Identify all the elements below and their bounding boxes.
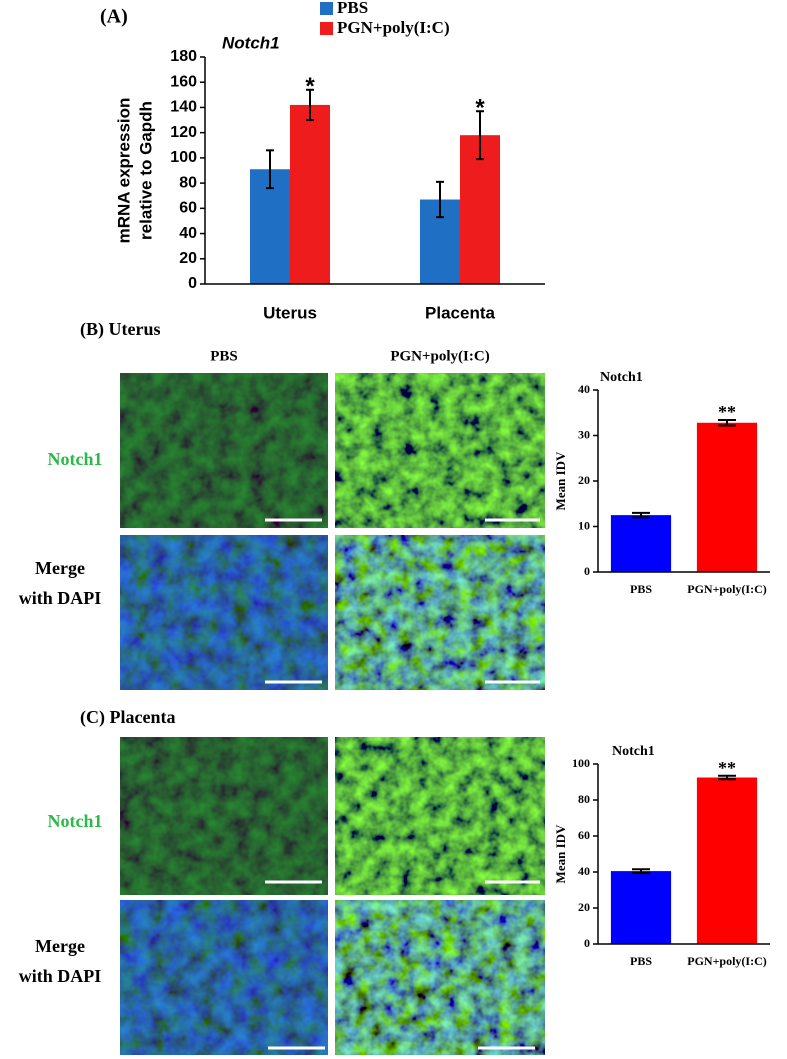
row-label: Notch1 — [48, 449, 103, 469]
panel-label: (C) Placenta — [80, 707, 175, 728]
y-tick-label: 180 — [170, 48, 197, 65]
row-label: Merge — [35, 558, 85, 578]
y-tick-label: 0 — [188, 275, 197, 292]
y-tick-label: 20 — [578, 900, 590, 914]
y-axis-label: Mean IDV — [553, 824, 568, 883]
micrographs-uterus — [120, 373, 545, 690]
significance: * — [305, 73, 315, 100]
row-label: with DAPI — [19, 966, 102, 986]
micrograph — [335, 737, 545, 895]
legend-label: PGN+poly(I:C) — [337, 18, 450, 37]
y-tick-label: 40 — [179, 225, 197, 242]
y-tick-label: 120 — [170, 124, 197, 141]
x-tick-label: PGN+poly(I:C) — [687, 954, 767, 968]
legend-swatch — [320, 22, 333, 35]
column-label: PGN+poly(I:C) — [390, 348, 489, 364]
chart-title: Notch1 — [600, 370, 643, 385]
x-tick-label: Placenta — [425, 303, 495, 322]
micrograph — [120, 535, 328, 690]
y-tick-label: 20 — [578, 473, 590, 487]
y-tick-label: 160 — [170, 73, 197, 90]
row-label: Notch1 — [48, 811, 103, 831]
y-tick-label: 80 — [179, 174, 197, 191]
row-label: Merge — [35, 936, 85, 956]
y-tick-label: 40 — [578, 864, 590, 878]
y-tick-label: 40 — [578, 382, 590, 396]
chart-title: Notch1 — [222, 33, 280, 52]
legend-label: PBS — [337, 0, 368, 17]
micrographs-placenta — [120, 737, 545, 1055]
y-tick-label: 60 — [179, 200, 197, 217]
column-label: PBS — [210, 348, 238, 364]
bar — [696, 777, 758, 944]
y-axis-label: relative to Gapdh — [136, 101, 155, 240]
bar — [610, 515, 672, 572]
y-tick-label: 0 — [584, 564, 590, 578]
legend-swatch — [320, 2, 333, 15]
x-tick-label: PGN+poly(I:C) — [687, 582, 767, 596]
micrograph — [120, 900, 328, 1055]
micrograph — [120, 373, 328, 528]
y-axis-label: mRNA expression — [114, 98, 133, 244]
chart-title: Notch1 — [612, 744, 655, 759]
panel-label: (B) Uterus — [80, 319, 160, 340]
y-tick-label: 20 — [179, 250, 197, 267]
y-tick-label: 60 — [578, 828, 590, 842]
micrograph — [120, 737, 328, 895]
micrograph — [335, 900, 545, 1055]
significance: * — [475, 95, 485, 122]
panel-label: (A) — [100, 6, 128, 28]
significance: ** — [718, 758, 736, 778]
x-tick-label: Uterus — [263, 303, 317, 322]
x-tick-label: PBS — [630, 582, 652, 596]
y-tick-label: 100 — [170, 149, 197, 166]
micrograph — [335, 373, 545, 528]
significance: ** — [718, 402, 736, 422]
bar — [610, 871, 672, 944]
y-tick-label: 80 — [578, 792, 590, 806]
micrograph — [335, 535, 545, 690]
bar — [696, 422, 758, 572]
y-tick-label: 0 — [584, 936, 590, 950]
y-tick-label: 30 — [578, 427, 590, 441]
y-tick-label: 100 — [572, 756, 590, 770]
row-label: with DAPI — [19, 588, 102, 608]
y-tick-label: 10 — [578, 518, 590, 532]
bar — [290, 104, 330, 284]
y-tick-label: 140 — [170, 99, 197, 116]
x-tick-label: PBS — [630, 954, 652, 968]
y-axis-label: Mean IDV — [553, 451, 568, 510]
